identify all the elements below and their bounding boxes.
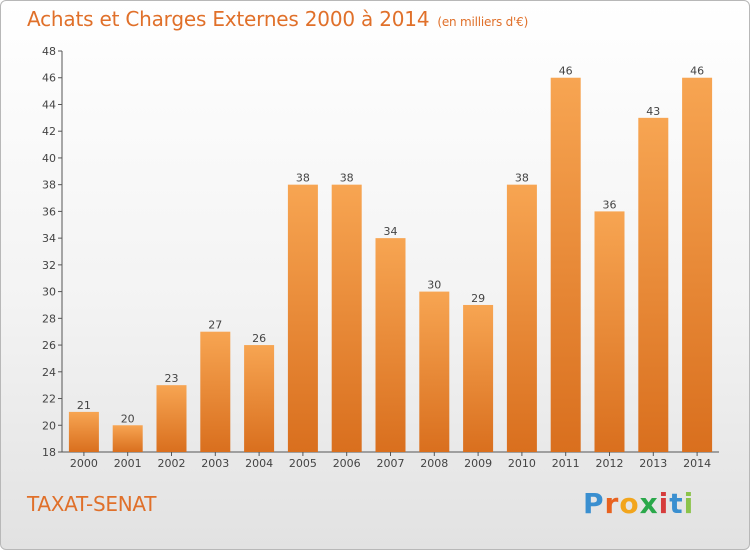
bar	[331, 184, 362, 452]
logo-letter: r	[604, 487, 620, 520]
bar-value-label: 46	[690, 65, 704, 78]
y-tick-label: 42	[42, 125, 56, 138]
y-tick-label: 36	[42, 205, 56, 218]
x-tick-label: 2001	[114, 457, 142, 470]
bar	[506, 184, 537, 452]
bar	[68, 411, 99, 452]
y-tick-label: 30	[42, 286, 56, 299]
bar-value-label: 29	[471, 292, 485, 305]
y-tick-label: 44	[42, 98, 56, 111]
x-tick-label: 2013	[639, 457, 667, 470]
y-tick-label: 20	[42, 419, 56, 432]
bar	[463, 304, 494, 452]
x-tick-label: 2008	[420, 457, 448, 470]
bar	[112, 425, 143, 452]
y-tick-label: 38	[42, 179, 56, 192]
bar-value-label: 38	[515, 172, 529, 185]
logo-letter: i	[683, 487, 695, 520]
logo-letter: P	[583, 487, 605, 520]
y-tick-label: 48	[42, 45, 56, 58]
x-tick-label: 2012	[596, 457, 624, 470]
bar	[638, 117, 669, 452]
chart-title: Achats et Charges Externes 2000 à 2014 (e…	[27, 7, 528, 31]
x-tick-label: 2007	[377, 457, 405, 470]
bar-value-label: 46	[559, 65, 573, 78]
y-tick-label: 18	[42, 446, 56, 459]
logo-letter: t	[669, 487, 684, 520]
bar	[375, 238, 406, 452]
bar-value-label: 43	[646, 105, 660, 118]
x-tick-label: 2005	[289, 457, 317, 470]
y-tick-label: 26	[42, 339, 56, 352]
bar-value-label: 21	[77, 399, 91, 412]
logo-letter: i	[658, 487, 670, 520]
x-tick-label: 2011	[552, 457, 580, 470]
logo-letter: o	[619, 487, 640, 520]
x-tick-label: 2010	[508, 457, 536, 470]
bar-value-label: 38	[340, 172, 354, 185]
x-tick-label: 2006	[333, 457, 361, 470]
bar	[419, 291, 450, 452]
bar	[682, 77, 713, 452]
y-tick-label: 24	[42, 366, 56, 379]
title-text: Achats et Charges Externes 2000 à 2014	[27, 7, 430, 31]
bar	[244, 345, 275, 452]
y-tick-label: 46	[42, 72, 56, 85]
y-tick-label: 32	[42, 259, 56, 272]
bars: 21 20 23 27 26 38 38 34 30 29 38 46 36 43 46	[68, 65, 713, 452]
bar	[287, 184, 318, 452]
logo-letter: x	[639, 487, 659, 520]
bar	[550, 77, 581, 452]
bar-value-label: 38	[296, 172, 310, 185]
x-tick-label: 2004	[245, 457, 273, 470]
x-tick-label: 2003	[201, 457, 229, 470]
axes: 18 20 22 24 26 28 30 32 34 36 38 40 42 44 46 48 2000 2001…	[42, 45, 719, 470]
bar-value-label: 30	[427, 279, 441, 292]
bar-value-label: 23	[165, 372, 179, 385]
x-tick-label: 2002	[158, 457, 186, 470]
proxiti-logo: Proxiti	[583, 487, 694, 520]
x-tick-label: 2000	[70, 457, 98, 470]
bar	[594, 211, 625, 452]
y-tick-label: 40	[42, 152, 56, 165]
y-tick-label: 34	[42, 232, 56, 245]
town-name: TAXAT-SENAT	[27, 492, 157, 516]
x-tick-label: 2009	[464, 457, 492, 470]
x-tick-label: 2014	[683, 457, 711, 470]
unit-label: (en milliers d'€)	[437, 15, 529, 29]
bar-value-label: 26	[252, 332, 266, 345]
y-tick-label: 28	[42, 312, 56, 325]
bar-value-label: 27	[208, 319, 222, 332]
bar-value-label: 34	[384, 225, 398, 238]
bar	[156, 385, 187, 452]
bar-value-label: 20	[121, 412, 135, 425]
y-tick-label: 22	[42, 393, 56, 406]
bar-value-label: 36	[603, 198, 617, 211]
bar	[200, 331, 231, 452]
